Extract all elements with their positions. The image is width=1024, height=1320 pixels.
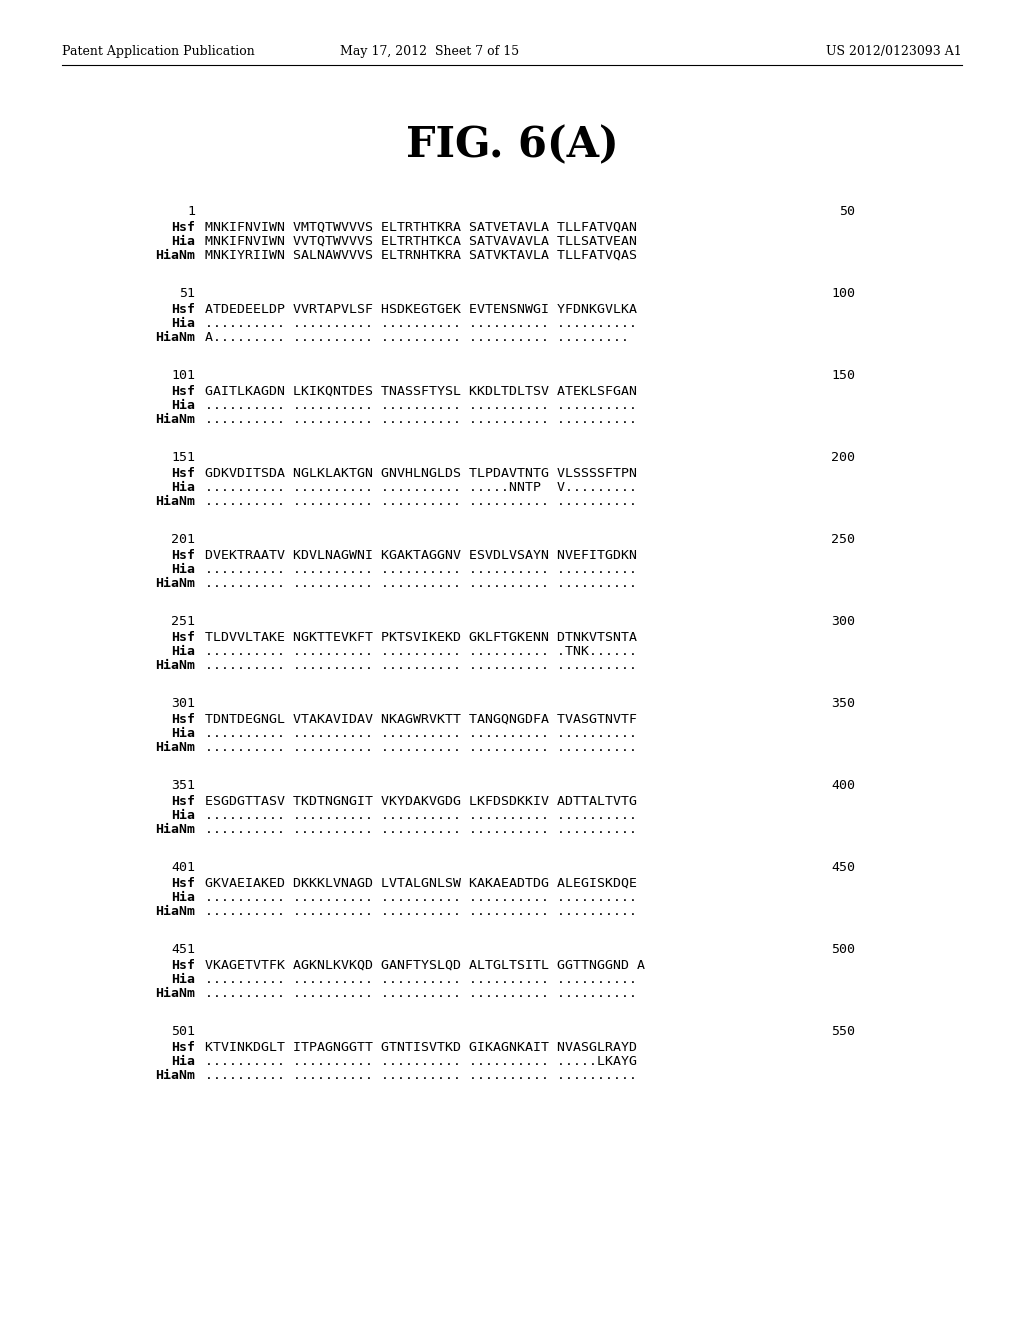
Text: HiaNm: HiaNm: [155, 741, 195, 754]
Text: HiaNm: HiaNm: [155, 659, 195, 672]
Text: Hsf: Hsf: [171, 1041, 195, 1053]
Text: HiaNm: HiaNm: [155, 906, 195, 917]
Text: 51: 51: [179, 286, 195, 300]
Text: Hsf: Hsf: [171, 876, 195, 890]
Text: .......... .......... .......... .......... ..........: .......... .......... .......... .......…: [205, 973, 637, 986]
Text: Hia: Hia: [171, 645, 195, 657]
Text: 250: 250: [831, 533, 855, 546]
Text: 150: 150: [831, 370, 855, 381]
Text: HiaNm: HiaNm: [155, 1069, 195, 1082]
Text: MNKIFNVIWN VMTQTWVVVS ELTRTHTKRA SATVETAVLA TLLFATVQAN: MNKIFNVIWN VMTQTWVVVS ELTRTHTKRA SATVETA…: [205, 220, 637, 234]
Text: 500: 500: [831, 942, 855, 956]
Text: VKAGETVTFK AGKNLKVKQD GANFTYSLQD ALTGLTSITL GGTTNGGND A: VKAGETVTFK AGKNLKVKQD GANFTYSLQD ALTGLTS…: [205, 960, 645, 972]
Text: .......... .......... .......... .......... ..........: .......... .......... .......... .......…: [205, 577, 637, 590]
Text: .......... .......... .......... .......... ..........: .......... .......... .......... .......…: [205, 399, 637, 412]
Text: US 2012/0123093 A1: US 2012/0123093 A1: [826, 45, 962, 58]
Text: HiaNm: HiaNm: [155, 987, 195, 1001]
Text: TDNTDEGNGL VTAKAVIDAV NKAGWRVKTT TANGQNGDFA TVASGTNVTF: TDNTDEGNGL VTAKAVIDAV NKAGWRVKTT TANGQNG…: [205, 713, 637, 726]
Text: 100: 100: [831, 286, 855, 300]
Text: HiaNm: HiaNm: [155, 249, 195, 261]
Text: Patent Application Publication: Patent Application Publication: [62, 45, 255, 58]
Text: Hia: Hia: [171, 809, 195, 822]
Text: 50: 50: [839, 205, 855, 218]
Text: .......... .......... .......... .......... ..........: .......... .......... .......... .......…: [205, 987, 637, 1001]
Text: .......... .......... .......... .......... ..........: .......... .......... .......... .......…: [205, 741, 637, 754]
Text: Hsf: Hsf: [171, 631, 195, 644]
Text: Hia: Hia: [171, 317, 195, 330]
Text: Hia: Hia: [171, 564, 195, 576]
Text: Hsf: Hsf: [171, 385, 195, 399]
Text: Hsf: Hsf: [171, 795, 195, 808]
Text: HiaNm: HiaNm: [155, 413, 195, 426]
Text: 450: 450: [831, 861, 855, 874]
Text: HiaNm: HiaNm: [155, 822, 195, 836]
Text: .......... .......... .......... .......... ..........: .......... .......... .......... .......…: [205, 659, 637, 672]
Text: 550: 550: [831, 1026, 855, 1038]
Text: .......... .......... .......... .......... ..........: .......... .......... .......... .......…: [205, 809, 637, 822]
Text: .......... .......... .......... .......... ..........: .......... .......... .......... .......…: [205, 727, 637, 741]
Text: 1: 1: [187, 205, 195, 218]
Text: Hia: Hia: [171, 973, 195, 986]
Text: A......... .......... .......... .......... .........: A......... .......... .......... .......…: [205, 331, 629, 345]
Text: HiaNm: HiaNm: [155, 495, 195, 508]
Text: HiaNm: HiaNm: [155, 577, 195, 590]
Text: GDKVDITSDA NGLKLAKTGN GNVHLNGLDS TLPDAVTNTG VLSSSSFTPN: GDKVDITSDA NGLKLAKTGN GNVHLNGLDS TLPDAVT…: [205, 467, 637, 480]
Text: ESGDGTTASV TKDTNGNGIT VKYDAKVGDG LKFDSDKKIV ADTTALTVTG: ESGDGTTASV TKDTNGNGIT VKYDAKVGDG LKFDSDK…: [205, 795, 637, 808]
Text: MNKIYRIIWN SALNAWVVVS ELTRNHTKRA SATVKTAVLA TLLFATVQAS: MNKIYRIIWN SALNAWVVVS ELTRNHTKRA SATVKTA…: [205, 249, 637, 261]
Text: 350: 350: [831, 697, 855, 710]
Text: 401: 401: [171, 861, 195, 874]
Text: GAITLKAGDN LKIKQNTDES TNASSFTYSL KKDLTDLTSV ATEKLSFGAN: GAITLKAGDN LKIKQNTDES TNASSFTYSL KKDLTDL…: [205, 385, 637, 399]
Text: Hsf: Hsf: [171, 960, 195, 972]
Text: Hia: Hia: [171, 727, 195, 741]
Text: MNKIFNVIWN VVTQTWVVVS ELTRTHTKCA SATVAVAVLA TLLSATVEAN: MNKIFNVIWN VVTQTWVVVS ELTRTHTKCA SATVAVA…: [205, 235, 637, 248]
Text: 400: 400: [831, 779, 855, 792]
Text: Hsf: Hsf: [171, 549, 195, 562]
Text: Hsf: Hsf: [171, 220, 195, 234]
Text: Hia: Hia: [171, 891, 195, 904]
Text: Hia: Hia: [171, 1055, 195, 1068]
Text: 300: 300: [831, 615, 855, 628]
Text: .......... .......... .......... .......... ..........: .......... .......... .......... .......…: [205, 413, 637, 426]
Text: .......... .......... .......... .......... ..........: .......... .......... .......... .......…: [205, 495, 637, 508]
Text: 101: 101: [171, 370, 195, 381]
Text: Hsf: Hsf: [171, 467, 195, 480]
Text: 151: 151: [171, 451, 195, 465]
Text: .......... .......... .......... .....NNTP  V.........: .......... .......... .......... .....NN…: [205, 480, 637, 494]
Text: 351: 351: [171, 779, 195, 792]
Text: 251: 251: [171, 615, 195, 628]
Text: 200: 200: [831, 451, 855, 465]
Text: .......... .......... .......... .......... .TNK......: .......... .......... .......... .......…: [205, 645, 637, 657]
Text: 301: 301: [171, 697, 195, 710]
Text: May 17, 2012  Sheet 7 of 15: May 17, 2012 Sheet 7 of 15: [340, 45, 519, 58]
Text: Hia: Hia: [171, 235, 195, 248]
Text: .......... .......... .......... .......... ..........: .......... .......... .......... .......…: [205, 1069, 637, 1082]
Text: ATDEDEELDP VVRTAPVLSF HSDKEGTGEK EVTENSNWGI YFDNKGVLKA: ATDEDEELDP VVRTAPVLSF HSDKEGTGEK EVTENSN…: [205, 304, 637, 315]
Text: TLDVVLTAKE NGKTTEVKFT PKTSVIKEKD GKLFTGKENN DTNKVTSNTA: TLDVVLTAKE NGKTTEVKFT PKTSVIKEKD GKLFTGK…: [205, 631, 637, 644]
Text: HiaNm: HiaNm: [155, 331, 195, 345]
Text: 201: 201: [171, 533, 195, 546]
Text: .......... .......... .......... .......... ..........: .......... .......... .......... .......…: [205, 317, 637, 330]
Text: Hia: Hia: [171, 480, 195, 494]
Text: 451: 451: [171, 942, 195, 956]
Text: FIG. 6(A): FIG. 6(A): [406, 124, 618, 166]
Text: KTVINKDGLT ITPAGNGGTT GTNTISVTKD GIKAGNKAIT NVASGLRAYD: KTVINKDGLT ITPAGNGGTT GTNTISVTKD GIKAGNK…: [205, 1041, 637, 1053]
Text: .......... .......... .......... .......... ..........: .......... .......... .......... .......…: [205, 564, 637, 576]
Text: DVEKTRAATV KDVLNAGWNI KGAKTAGGNV ESVDLVSAYN NVEFITGDKN: DVEKTRAATV KDVLNAGWNI KGAKTAGGNV ESVDLVS…: [205, 549, 637, 562]
Text: .......... .......... .......... .......... ..........: .......... .......... .......... .......…: [205, 822, 637, 836]
Text: .......... .......... .......... .......... ..........: .......... .......... .......... .......…: [205, 891, 637, 904]
Text: .......... .......... .......... .......... .....LKAYG: .......... .......... .......... .......…: [205, 1055, 637, 1068]
Text: Hsf: Hsf: [171, 304, 195, 315]
Text: Hsf: Hsf: [171, 713, 195, 726]
Text: Hia: Hia: [171, 399, 195, 412]
Text: .......... .......... .......... .......... ..........: .......... .......... .......... .......…: [205, 906, 637, 917]
Text: GKVAEIAKED DKKKLVNAGD LVTALGNLSW KAKAEADTDG ALEGISKDQE: GKVAEIAKED DKKKLVNAGD LVTALGNLSW KAKAEAD…: [205, 876, 637, 890]
Text: 501: 501: [171, 1026, 195, 1038]
